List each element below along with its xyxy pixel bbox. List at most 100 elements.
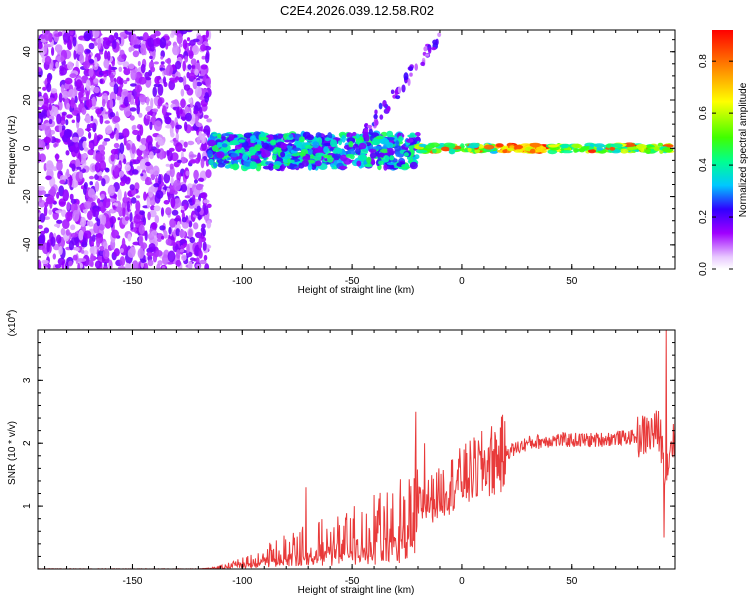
heatmap-cell: [99, 115, 104, 125]
heatmap-cell: [93, 78, 99, 85]
heatmap-cell: [144, 181, 153, 185]
heatmap-cell: [56, 160, 63, 172]
heatmap-cell: [154, 215, 160, 224]
heatmap-cell: [67, 89, 76, 98]
heatmap-cell: [175, 142, 183, 153]
heatmap-cell: [619, 148, 629, 154]
heatmap-cell: [132, 159, 141, 165]
heatmap-cell: [223, 160, 230, 164]
heatmap-cell: [55, 61, 59, 69]
heatmap-cell: [50, 236, 56, 247]
heatmap-cell: [238, 139, 246, 143]
heatmap-cell: [165, 207, 172, 216]
heatmap-cell: [296, 140, 306, 148]
heatmap-cell: [154, 76, 161, 85]
heatmap-cell: [159, 67, 165, 71]
heatmap-cell: [129, 184, 135, 191]
heatmap-cell: [60, 228, 66, 236]
heatmap-cell: [200, 158, 205, 169]
heatmap-cell: [258, 136, 269, 141]
heatmap-cell: [368, 148, 377, 153]
heatmap-cell: [38, 224, 43, 230]
heatmap-cell: [428, 47, 432, 54]
heatmap-cell: [381, 146, 388, 150]
heatmap-cell: [134, 95, 139, 106]
heatmap-cell: [213, 162, 218, 168]
heatmap-cell: [97, 144, 106, 152]
heatmap-cell: [374, 119, 379, 126]
heatmap-cell: [315, 132, 322, 139]
y-tick-label: -20: [22, 189, 33, 204]
heatmap-cell: [217, 162, 226, 168]
heatmap-cell: [588, 149, 596, 154]
heatmap-cell: [200, 44, 206, 52]
heatmap-cell: [84, 115, 92, 124]
heatmap-cell: [72, 210, 80, 222]
heatmap-cell: [108, 259, 113, 269]
heatmap-cell: [178, 43, 183, 48]
heatmap-cell: [44, 55, 52, 65]
colorbar-tick-label: 0.0: [698, 262, 709, 276]
heatmap-cell: [189, 154, 197, 158]
heatmap-cell: [38, 42, 43, 50]
heatmap-cell: [425, 53, 430, 57]
heatmap-cell: [261, 150, 271, 158]
heatmap-cell: [270, 139, 277, 146]
heatmap-cell: [353, 143, 359, 149]
heatmap-cell: [196, 136, 201, 145]
heatmap-cell: [83, 230, 92, 239]
heatmap-cell: [163, 230, 168, 239]
heatmap-cell: [167, 150, 173, 162]
heatmap-cell: [160, 56, 164, 60]
heatmap-cell: [43, 205, 48, 217]
heatmap-cell: [408, 66, 414, 72]
heatmap-cell: [49, 186, 56, 198]
x-tick-label: -150: [122, 576, 142, 587]
heatmap-cell: [138, 224, 145, 235]
heatmap-cell: [38, 153, 46, 163]
heatmap-cell: [115, 129, 119, 141]
bottom-x-axis-label: Height of straight line (km): [298, 585, 415, 596]
heatmap-cell: [41, 259, 49, 265]
heatmap-cell: [235, 149, 243, 154]
x-tick-label: -100: [232, 576, 252, 587]
heatmap-cell: [86, 49, 91, 53]
heatmap-cell: [65, 119, 69, 126]
heatmap-cell: [176, 171, 181, 182]
heatmap-cell: [389, 155, 395, 161]
heatmap-cell: [116, 95, 121, 101]
heatmap-cell: [80, 136, 87, 143]
heatmap-cell: [38, 96, 45, 106]
heatmap-cell: [180, 156, 187, 164]
heatmap-cell: [155, 190, 164, 199]
heatmap-cell: [113, 83, 119, 95]
heatmap-cell: [55, 153, 59, 162]
heatmap-cell: [157, 238, 162, 243]
heatmap-cell: [65, 211, 73, 222]
heatmap-cell: [414, 154, 420, 160]
heatmap-cell: [348, 141, 354, 148]
heatmap-cell: [105, 111, 109, 115]
heatmap-cell: [188, 204, 195, 209]
heatmap-cell: [335, 147, 343, 154]
heatmap-cell: [197, 177, 205, 182]
heatmap-cell: [228, 134, 235, 141]
heatmap-cell: [170, 197, 176, 209]
heatmap-cell: [110, 72, 114, 83]
heatmap-cell: [611, 143, 623, 148]
heatmap-cell: [91, 38, 96, 42]
top-y-axis-label: Frequency (Hz): [7, 116, 18, 185]
heatmap-cell: [87, 210, 93, 221]
heatmap-cell: [507, 147, 515, 152]
heatmap-cell: [291, 153, 300, 157]
heatmap-cell: [128, 46, 133, 53]
heatmap-cell: [136, 134, 141, 142]
heatmap-cell: [136, 104, 140, 115]
heatmap-cell: [48, 97, 55, 104]
heatmap-cell: [134, 210, 140, 214]
heatmap-cell: [366, 156, 372, 164]
heatmap-cell: [145, 161, 151, 167]
heatmap-cell: [162, 105, 167, 116]
heatmap-cell: [122, 61, 130, 68]
heatmap-cell: [77, 262, 81, 269]
